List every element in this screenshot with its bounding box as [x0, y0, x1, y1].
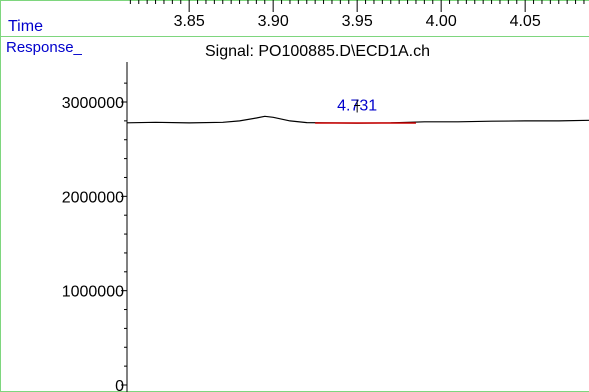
- x-tick-label: 3.85: [174, 13, 205, 30]
- y-tick-label: 3000000: [62, 95, 124, 112]
- signal-title: Signal: PO100885.D\ECD1A.ch: [205, 43, 430, 60]
- time-label: Time: [8, 18, 43, 35]
- y-tick-label: 2000000: [62, 189, 124, 206]
- response-axis: 0 1000000 2000000 3000000: [62, 62, 128, 392]
- time-axis: 3.85 3.90 3.95 4.00 4.05: [129, 0, 585, 30]
- plot-area: 4.731: [126, 97, 589, 124]
- y-tick-label: 0: [115, 378, 124, 392]
- response-label: Response_: [6, 39, 83, 56]
- x-tick-label: 4.00: [426, 13, 457, 30]
- x-tick-label: 4.05: [510, 13, 541, 30]
- y-tick-label: 1000000: [62, 284, 124, 301]
- signal-trace: [126, 115, 589, 124]
- x-tick-label: 3.95: [342, 13, 373, 30]
- x-tick-label: 3.90: [258, 13, 289, 30]
